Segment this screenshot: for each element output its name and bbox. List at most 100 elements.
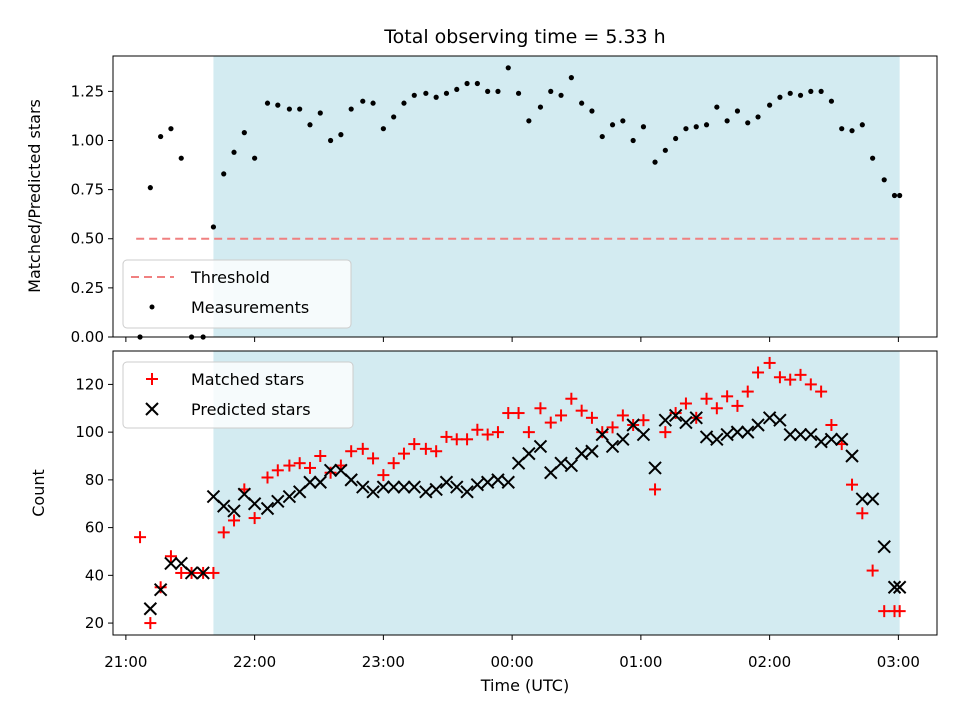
measurement-point: [652, 159, 658, 165]
count-panel-frame: [112, 350, 938, 636]
predicted-star-point: [877, 539, 891, 554]
predicted-star-point: [814, 434, 828, 449]
legend-matched-swatch: [146, 373, 158, 385]
predicted-star-point: [720, 427, 734, 442]
measurement-point: [495, 88, 501, 94]
matched-star-point: [303, 461, 316, 474]
matched-star-point: [596, 426, 609, 439]
matched-star-point: [804, 378, 817, 391]
measurement-point: [443, 90, 450, 96]
measurement-point: [515, 90, 522, 96]
matched-star-point: [217, 526, 230, 539]
y-tick-label: 0.75: [71, 181, 104, 199]
y-tick-label: 0.00: [71, 328, 104, 346]
measurement-point: [401, 100, 407, 106]
measurement-point: [703, 122, 710, 128]
x-tick-label: 03:00: [877, 653, 920, 671]
matched-star-point: [606, 421, 619, 434]
predicted-star-point: [196, 566, 210, 580]
matched-star-point: [356, 442, 369, 455]
predicted-star-point: [679, 415, 693, 430]
measurement-point: [231, 149, 237, 155]
predicted-star-point: [164, 556, 178, 571]
predicted-star-point: [501, 475, 515, 489]
predicted-star-point: [855, 492, 870, 506]
matched-star-point: [565, 392, 578, 405]
predicted-star-point: [429, 482, 443, 497]
matched-star-point: [377, 469, 390, 482]
predicted-star-point: [366, 485, 380, 499]
predicted-star-point: [595, 427, 609, 442]
measurement-point: [640, 124, 647, 130]
matched-star-point: [731, 399, 744, 412]
y-tick-label: 20: [85, 614, 104, 632]
measurement-point: [241, 130, 247, 136]
matched-star-point: [481, 428, 494, 441]
measurement-point: [579, 100, 585, 106]
matched-star-point: [815, 385, 828, 398]
x-tick-labels: 21:00 22:00 23:00 00:00 01:00 02:00 03:00: [104, 653, 920, 671]
x-tick-label: 02:00: [748, 653, 791, 671]
measurement-point: [348, 106, 354, 112]
y-tick-label: 0.50: [71, 230, 104, 248]
predicted-star-point: [260, 501, 275, 516]
predicted-star-point: [227, 504, 241, 518]
measurement-point: [147, 185, 153, 191]
predicted-star-point: [773, 413, 787, 427]
y-tick-label: 40: [85, 566, 104, 584]
matched-star-point: [522, 426, 535, 439]
measurement-point: [252, 155, 258, 161]
count-panel: 20 40 60 80 100 120 Count Matched stars Predi…: [29, 350, 938, 640]
predicted-star-point: [470, 477, 485, 492]
matched-star-point: [228, 514, 241, 527]
matched-star-point: [261, 471, 274, 484]
measurement-point: [714, 104, 720, 110]
matched-star-point: [408, 438, 421, 451]
x-axis-label: Time (UTC): [480, 676, 569, 695]
matched-star-point: [741, 385, 754, 398]
matched-star-point: [164, 550, 177, 563]
predicted-star-point: [616, 432, 630, 447]
matched-star-point: [585, 411, 598, 424]
matched-star-point: [721, 390, 734, 403]
ratio-panel-frame: [112, 55, 938, 338]
measurement-point: [178, 155, 184, 161]
measurement-point: [168, 126, 174, 132]
predicted-star-point: [824, 432, 839, 447]
matched-star-point: [637, 414, 650, 427]
matched-star-point: [502, 407, 515, 420]
measurement-point: [818, 88, 824, 94]
matched-star-point: [471, 423, 484, 436]
predicted-star-point: [741, 425, 755, 439]
y-tick-label: 120: [75, 375, 104, 393]
y-tick-label: 60: [85, 519, 104, 537]
matched-star-point: [367, 452, 380, 465]
matched-star-point: [878, 605, 891, 618]
predicted-star-point: [439, 475, 454, 489]
predicted-star-point: [636, 427, 651, 442]
legend-threshold-label: Threshold: [190, 268, 270, 287]
predicted-star-point: [585, 444, 599, 458]
predicted-star-point: [710, 432, 724, 447]
predicted-star-point: [303, 475, 317, 489]
measurement-point: [589, 108, 595, 114]
predicted-star-point: [699, 430, 714, 444]
measurement-point: [609, 122, 616, 128]
matched-star-point: [616, 409, 629, 422]
matched-star-point: [893, 605, 906, 618]
measurement-point: [734, 108, 741, 114]
y-tick-label: 100: [75, 423, 104, 441]
matched-star-point: [324, 466, 337, 479]
matched-star-point: [134, 531, 147, 544]
matched-star-point: [866, 564, 879, 577]
matched-star-point: [679, 397, 692, 410]
measurement-point: [370, 100, 376, 106]
matched-star-point: [763, 356, 776, 369]
legend-matched-label: Matched stars: [191, 370, 304, 389]
predicted-star-point: [730, 425, 745, 439]
measurement-point: [505, 65, 511, 71]
y-tick-label: 1.00: [71, 131, 104, 149]
measurement-point: [777, 94, 783, 100]
legend-predicted-label: Predicted stars: [191, 400, 311, 419]
measurement-point: [537, 104, 544, 110]
